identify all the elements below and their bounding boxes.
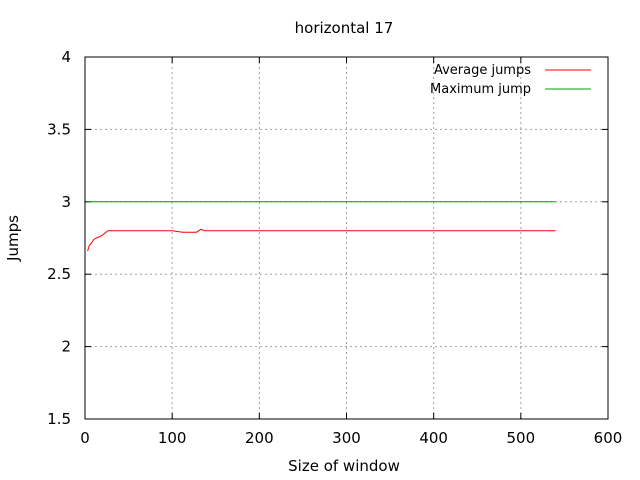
series-line-average-jumps	[87, 228, 556, 252]
x-tick-label: 300	[332, 429, 361, 447]
y-tick-label: 4	[61, 48, 71, 66]
x-tick-label: 200	[245, 429, 274, 447]
y-tick-label: 2.5	[47, 265, 71, 283]
y-tick-label: 3	[61, 193, 71, 211]
y-tick-label: 2	[61, 338, 71, 356]
x-tick-label: 100	[158, 429, 187, 447]
x-tick-label: 600	[594, 429, 623, 447]
x-tick-label: 0	[80, 429, 90, 447]
x-tick-label: 500	[507, 429, 536, 447]
grid-layer	[85, 57, 608, 419]
legend: Average jumps Maximum jump	[430, 63, 591, 97]
y-tick-label: 3.5	[47, 120, 71, 138]
chart-title: horizontal 17	[295, 19, 394, 37]
series-layer	[87, 201, 556, 252]
x-tick-label: 400	[419, 429, 448, 447]
y-tick-label: 1.5	[47, 410, 71, 428]
y-axis-label: Jumps	[4, 215, 22, 262]
legend-label: Maximum jump	[430, 82, 531, 97]
x-axis-label: Size of window	[288, 457, 400, 475]
legend-label: Average jumps	[434, 63, 531, 78]
tick-layer: 0 100 200 300 400 500 600 1.5 2 2.5 3 3.5 4	[47, 48, 622, 447]
